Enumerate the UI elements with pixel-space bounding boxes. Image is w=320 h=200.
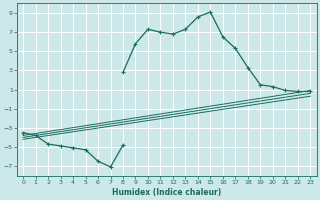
X-axis label: Humidex (Indice chaleur): Humidex (Indice chaleur) bbox=[112, 188, 221, 197]
